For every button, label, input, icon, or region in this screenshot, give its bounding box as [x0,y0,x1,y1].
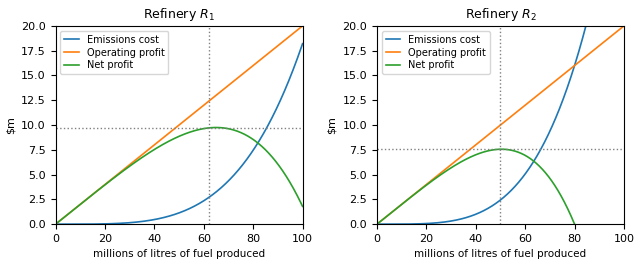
Operating profit [493,126,501,129]
Line: Emissions cost: Emissions cost [56,44,303,224]
Legend: Emissions cost, Operating profit, Net profit: Emissions cost, Operating profit, Net pr… [60,31,168,74]
Line: Operating profit: Operating profit [56,26,303,224]
Net profit [299,205,307,208]
Emissions cost [172,213,179,216]
Net profit [486,149,494,152]
X-axis label: millions of litres of fuel produced: millions of litres of fuel produced [414,249,586,259]
Net profit [212,126,220,129]
Net profit [493,148,501,151]
Net profit [165,139,173,143]
Net profit [497,148,505,151]
Emissions cost [291,63,299,66]
Net profit [65,213,72,216]
Operating profit [165,131,173,135]
Line: Net profit: Net profit [56,127,303,224]
Operating profit [613,30,621,33]
Net profit [568,215,575,219]
Operating profit [292,30,300,33]
Net profit [52,223,60,226]
Net profit [172,136,179,139]
Emissions cost [246,153,254,156]
Operating profit [613,30,621,33]
Operating profit [52,223,60,226]
Operating profit [620,24,628,28]
Operating profit [291,30,299,33]
Line: Emissions cost: Emissions cost [377,0,624,224]
Net profit [292,191,300,194]
Title: Refinery $R_2$: Refinery $R_2$ [465,6,536,23]
Emissions cost [292,62,300,65]
Emissions cost [165,214,173,218]
Line: Operating profit: Operating profit [377,26,624,224]
Emissions cost [299,42,307,45]
Operating profit [246,67,254,70]
Emissions cost [65,223,72,226]
Title: Refinery $R_1$: Refinery $R_1$ [143,6,215,23]
Emissions cost [52,223,60,226]
Legend: Emissions cost, Operating profit, Net profit: Emissions cost, Operating profit, Net pr… [382,31,490,74]
X-axis label: millions of litres of fuel produced: millions of litres of fuel produced [93,249,265,259]
Emissions cost [486,205,494,209]
Line: Net profit: Net profit [377,149,624,265]
Emissions cost [568,74,575,77]
Operating profit [486,131,494,135]
Emissions cost [373,223,381,226]
Net profit [373,223,381,226]
Y-axis label: $m: $m [327,116,337,134]
Emissions cost [493,201,501,204]
Operating profit [386,213,394,216]
Operating profit [65,213,72,216]
Emissions cost [386,223,394,226]
Operating profit [373,223,381,226]
Net profit [292,191,300,194]
Operating profit [172,126,179,129]
Net profit [386,213,394,216]
Operating profit [568,67,575,70]
Operating profit [299,24,307,28]
Y-axis label: $m: $m [6,116,15,134]
Net profit [246,136,254,139]
